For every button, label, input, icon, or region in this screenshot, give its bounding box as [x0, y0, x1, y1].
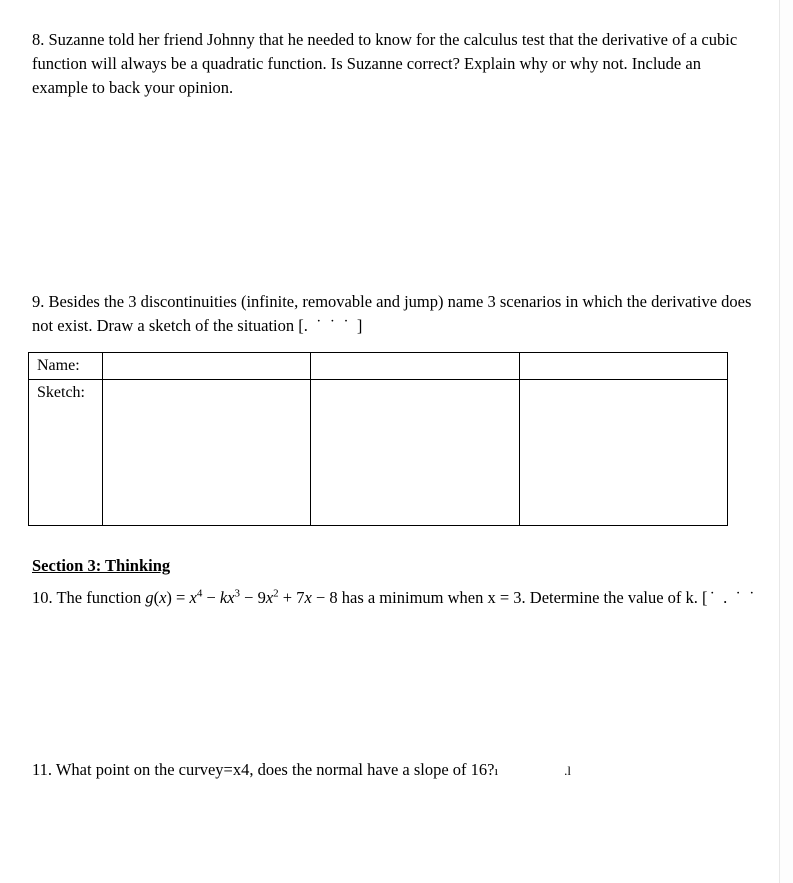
- name-label-cell: Name:: [29, 352, 103, 379]
- q9-table: Name: Sketch:: [28, 352, 728, 526]
- q11-x: x: [233, 760, 241, 780]
- q11-p4: 4: [241, 760, 249, 780]
- sketch-cell-2: [311, 379, 519, 525]
- sketch-label-cell: Sketch:: [29, 379, 103, 525]
- sketch-cell-1: [103, 379, 311, 525]
- q11-prefix: 11. What point on the curve: [32, 760, 215, 780]
- section-3-heading: Section 3: Thinking: [32, 556, 759, 576]
- q10-x5: x: [304, 588, 311, 607]
- q10-minus2: − 9: [240, 588, 266, 607]
- page-edge-shadow: [779, 0, 793, 883]
- question-11: 11. What point on the curve y = x 4 , do…: [32, 760, 759, 780]
- q10-x2: x: [189, 588, 196, 607]
- q10-brk-open: [: [702, 588, 710, 607]
- question-9: 9. Besides the 3 discontinuities (infini…: [32, 290, 759, 338]
- question-9-text-a: 9. Besides the 3 discontinuities (infini…: [32, 292, 751, 335]
- q11-mark-r: .l: [564, 763, 571, 779]
- q11-eq: =: [224, 760, 233, 780]
- name-cell-2: [311, 352, 519, 379]
- name-cell-1: [103, 352, 311, 379]
- question-9-text-b: ]: [357, 316, 363, 335]
- q11-y: y: [215, 760, 223, 780]
- answer-space-q10: [32, 610, 759, 760]
- q10-x3: x: [227, 588, 234, 607]
- bracket-dots-icon: . ˙ ˙ ˙: [304, 316, 357, 335]
- question-8-text: 8. Suzanne told her friend Johnny that h…: [32, 30, 737, 97]
- q10-g: g: [145, 588, 153, 607]
- question-10: 10. The function g(x) = x4 − kx3 − 9x2 +…: [32, 586, 759, 610]
- q11-tail: , does the normal have a slope of 16?: [249, 760, 494, 780]
- answer-space-q8: [32, 100, 759, 290]
- worksheet-page: 8. Suzanne told her friend Johnny that h…: [0, 0, 793, 883]
- q10-prefix: 10. The function: [32, 588, 145, 607]
- q10-close-eq: ) =: [166, 588, 189, 607]
- q10-tail: − 8 has a minimum when x = 3. Determine …: [312, 588, 702, 607]
- name-cell-3: [519, 352, 727, 379]
- table-row: Name:: [29, 352, 728, 379]
- q10-plus: + 7: [279, 588, 305, 607]
- q11-mark-l: ı: [495, 763, 499, 779]
- sketch-cell-3: [519, 379, 727, 525]
- question-8: 8. Suzanne told her friend Johnny that h…: [32, 28, 759, 100]
- q10-minus1: −: [202, 588, 220, 607]
- table-row: Sketch:: [29, 379, 728, 525]
- q10-brk-dots: ˙ . ˙ ˙: [710, 588, 757, 607]
